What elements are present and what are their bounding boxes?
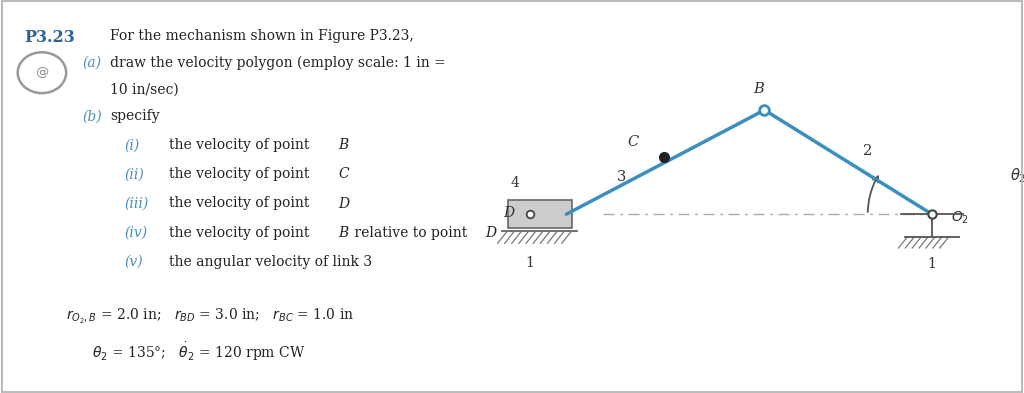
Text: 10 in/sec): 10 in/sec) (111, 83, 179, 97)
Text: D: D (504, 206, 514, 220)
Text: B: B (339, 138, 349, 152)
Text: $r_{O_2,B}$ = 2.0 in;   $r_{BD}$ = 3.0 in;   $r_{BC}$ = 1.0 in: $r_{O_2,B}$ = 2.0 in; $r_{BD}$ = 3.0 in;… (67, 307, 354, 327)
Text: (i): (i) (124, 138, 139, 152)
Text: D: D (339, 196, 350, 211)
Text: @: @ (36, 66, 48, 79)
Text: (iii): (iii) (124, 196, 148, 211)
Text: specify: specify (111, 109, 160, 123)
Text: 1: 1 (928, 257, 936, 271)
Text: $\theta_2$: $\theta_2$ (1010, 166, 1024, 185)
Text: (ii): (ii) (124, 167, 144, 182)
Text: $\theta_2$ = 135°;   $\dot{\theta}_2$ = 120 rpm CW: $\theta_2$ = 135°; $\dot{\theta}_2$ = 12… (92, 340, 305, 363)
FancyBboxPatch shape (508, 200, 571, 228)
Text: 2: 2 (863, 144, 872, 158)
Text: D: D (485, 226, 497, 240)
Text: 1: 1 (525, 256, 535, 270)
Text: 4: 4 (510, 176, 519, 190)
Text: the velocity of point: the velocity of point (169, 196, 313, 211)
Text: C: C (339, 167, 349, 182)
Text: (iv): (iv) (124, 226, 147, 240)
Text: (v): (v) (124, 255, 143, 269)
Text: relative to point: relative to point (350, 226, 472, 240)
Text: the angular velocity of link 3: the angular velocity of link 3 (169, 255, 372, 269)
Text: the velocity of point: the velocity of point (169, 167, 313, 182)
Text: the velocity of point: the velocity of point (169, 226, 313, 240)
Text: (a): (a) (83, 56, 101, 70)
Text: (b): (b) (83, 109, 102, 123)
Text: 3: 3 (616, 170, 627, 184)
Text: For the mechanism shown in Figure P3.23,: For the mechanism shown in Figure P3.23, (111, 29, 414, 44)
Text: draw the velocity polygon (employ scale: 1 in =: draw the velocity polygon (employ scale:… (111, 56, 446, 70)
Text: C: C (628, 135, 639, 149)
Text: $O_2$: $O_2$ (951, 210, 970, 226)
Text: the velocity of point: the velocity of point (169, 138, 313, 152)
Text: B: B (754, 82, 764, 96)
Text: P3.23: P3.23 (25, 29, 75, 46)
Text: B: B (339, 226, 349, 240)
